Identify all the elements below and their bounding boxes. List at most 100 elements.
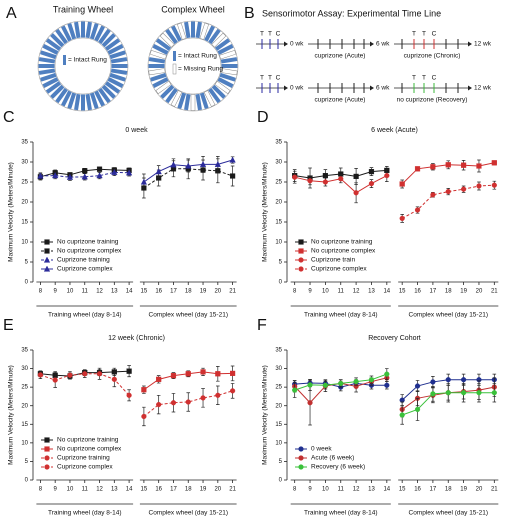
data-point bbox=[399, 181, 405, 187]
y-tick-label: 30 bbox=[275, 366, 282, 372]
data-point bbox=[199, 160, 207, 168]
data-point bbox=[292, 387, 298, 393]
legend-label: Cuprizone complex bbox=[311, 266, 367, 273]
data-point bbox=[307, 400, 313, 406]
rung bbox=[195, 21, 202, 39]
data-point bbox=[384, 371, 390, 377]
rung bbox=[40, 50, 57, 60]
wheel-legend: = Intact Rung bbox=[68, 57, 107, 64]
data-point bbox=[170, 373, 177, 379]
x-tick-label: 16 bbox=[414, 289, 421, 295]
data-point bbox=[414, 406, 421, 413]
data-point bbox=[141, 413, 147, 420]
x-group-label: Training wheel (day 8-14) bbox=[48, 312, 121, 319]
missing-rung bbox=[203, 90, 216, 107]
x-tick-label: 20 bbox=[214, 289, 221, 295]
legend-marker bbox=[44, 464, 50, 470]
rung bbox=[217, 44, 234, 55]
rung-key bbox=[63, 55, 66, 65]
x-tick-label: 17 bbox=[170, 289, 177, 295]
rung bbox=[160, 84, 175, 99]
data-point bbox=[461, 186, 467, 192]
rung bbox=[208, 87, 221, 104]
wheel-legend: = Missing Rung bbox=[178, 66, 223, 73]
rung-key bbox=[173, 51, 176, 61]
rung bbox=[104, 38, 121, 51]
rung bbox=[94, 90, 105, 107]
missing-rung bbox=[214, 80, 231, 95]
x-tick-label: 13 bbox=[368, 289, 375, 295]
x-tick-label: 8 bbox=[293, 487, 297, 493]
rung bbox=[98, 28, 111, 45]
data-point bbox=[368, 377, 375, 383]
y-tick-label: 30 bbox=[21, 366, 28, 372]
arrowhead bbox=[370, 85, 374, 91]
time-label: 6 wk bbox=[376, 85, 390, 92]
x-group-label: Complex wheel (day 15-21) bbox=[409, 510, 488, 517]
y-tick-label: 30 bbox=[21, 160, 28, 166]
data-point bbox=[461, 162, 467, 168]
rung bbox=[107, 44, 124, 55]
rung bbox=[67, 92, 77, 109]
rung bbox=[50, 33, 65, 48]
data-point bbox=[353, 173, 359, 180]
rung bbox=[219, 72, 236, 82]
data-point bbox=[111, 376, 117, 382]
chart-title: Recovery Cohort bbox=[368, 335, 421, 342]
wheel-title: Complex Wheel bbox=[161, 4, 225, 14]
data-point bbox=[52, 172, 59, 179]
data-point bbox=[476, 390, 482, 396]
x-tick-label: 21 bbox=[229, 289, 236, 295]
data-point bbox=[111, 168, 118, 176]
rung bbox=[148, 64, 165, 68]
y-tick-label: 25 bbox=[275, 385, 282, 391]
legend-label: Cuprizone complex bbox=[57, 464, 113, 471]
legend-marker bbox=[44, 446, 50, 452]
rung bbox=[42, 77, 59, 88]
legend-marker bbox=[43, 256, 51, 263]
y-tick-label: 25 bbox=[21, 385, 28, 391]
data-point bbox=[170, 400, 177, 406]
test-mark: C bbox=[432, 75, 437, 82]
data-point bbox=[399, 215, 405, 222]
data-point bbox=[476, 183, 482, 189]
missing-rung bbox=[170, 90, 183, 107]
data-point bbox=[353, 190, 359, 196]
data-point bbox=[156, 376, 162, 382]
x-tick-label: 9 bbox=[54, 289, 58, 295]
data-point bbox=[461, 390, 467, 396]
data-point bbox=[461, 377, 467, 383]
data-point bbox=[322, 172, 328, 179]
x-tick-label: 12 bbox=[353, 487, 360, 493]
rung bbox=[195, 93, 202, 111]
x-tick-label: 10 bbox=[67, 487, 74, 493]
x-tick-label: 10 bbox=[67, 289, 74, 295]
rung bbox=[152, 77, 169, 88]
data-point bbox=[430, 379, 436, 385]
data-point bbox=[215, 371, 221, 377]
rung bbox=[171, 25, 182, 42]
x-tick-label: 13 bbox=[111, 487, 118, 493]
data-point bbox=[200, 395, 206, 401]
rung bbox=[38, 64, 55, 68]
x-tick-label: 21 bbox=[229, 487, 236, 493]
data-point bbox=[125, 169, 133, 176]
test-mark: T bbox=[422, 31, 426, 38]
rung bbox=[109, 50, 126, 60]
data-point bbox=[155, 168, 162, 175]
phase-label: no cuprizone (Recovery) bbox=[397, 97, 468, 104]
y-tick-label: 5 bbox=[25, 260, 29, 266]
data-point bbox=[322, 179, 328, 185]
data-point bbox=[170, 161, 177, 168]
legend-label: No cuprizone complex bbox=[311, 248, 376, 255]
test-mark: T bbox=[260, 75, 264, 82]
x-tick-label: 20 bbox=[476, 289, 483, 295]
data-point bbox=[430, 192, 436, 198]
missing-rung bbox=[220, 68, 238, 76]
data-point bbox=[307, 382, 313, 388]
data-point bbox=[229, 156, 236, 163]
rung bbox=[61, 25, 72, 42]
rung bbox=[74, 21, 81, 39]
wheel-rim bbox=[147, 20, 239, 112]
